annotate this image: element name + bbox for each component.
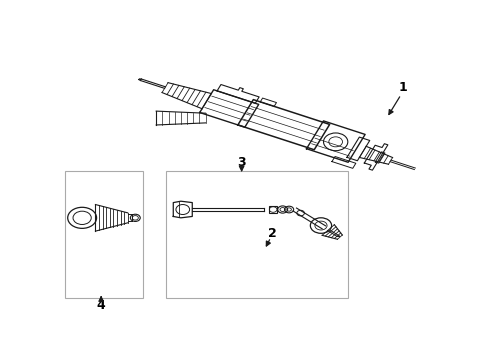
Text: 2: 2 [268,226,276,240]
Text: 1: 1 [399,81,407,94]
Text: 4: 4 [97,299,105,312]
Bar [65,171,143,298]
Bar [270,206,277,213]
Bar [166,171,348,298]
Text: 3: 3 [237,156,246,169]
